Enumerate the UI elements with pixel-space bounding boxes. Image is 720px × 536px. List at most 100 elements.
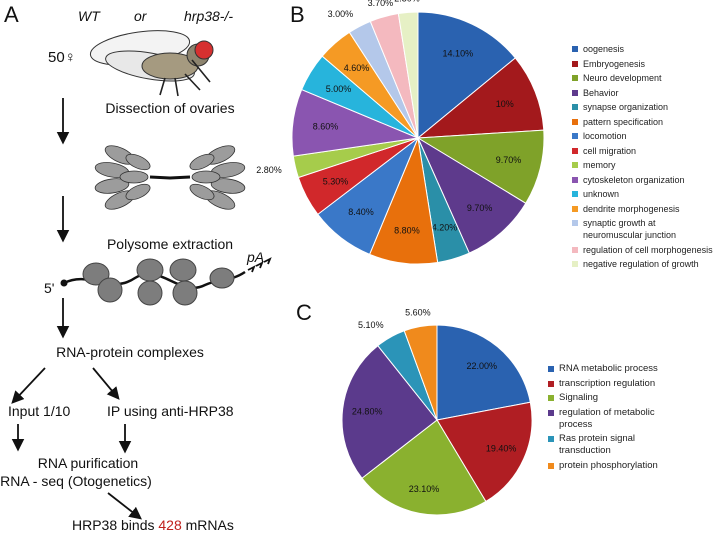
panel-a: A WT or hrp38-/- 50♀ Dissection of ovari… (0, 2, 272, 533)
legend-swatch (548, 409, 554, 416)
legend-item: cell migration (572, 145, 717, 157)
value-label: 24.80% (352, 407, 383, 417)
pie-slice (436, 324, 531, 421)
legend-swatch (572, 89, 578, 96)
legend-label: Neuro development (583, 73, 662, 83)
ovaries-icon (94, 145, 246, 210)
value-label: 8.80% (394, 226, 420, 236)
value-label: 5.30% (323, 176, 349, 186)
legend-item: synaptic growth at neuromuscular junctio… (572, 217, 717, 241)
legend-item: pattern specification (572, 116, 717, 128)
legend-label: Embryogenesis (583, 58, 646, 69)
value-label: 2.80% (256, 165, 282, 175)
legend-item: synapse organization (572, 101, 717, 113)
value-label: 8.60% (313, 121, 339, 131)
fly-count: 50♀ (48, 49, 76, 66)
polysome-icon (60, 257, 272, 306)
legend-label: Behavior (583, 87, 619, 98)
genotype: WT (78, 8, 101, 24)
result-count: 428 (158, 517, 182, 533)
pie-slice (403, 324, 438, 421)
genotype: hrp38-/- (184, 8, 233, 24)
legend: RNA metabolic process transcription regul… (548, 363, 673, 474)
value-label: 10% (496, 99, 514, 109)
legend-swatch (572, 104, 578, 110)
legend-item: Neuro development (572, 72, 717, 84)
pie-slice (397, 11, 419, 139)
legend-label: regulation of metabolic process (559, 406, 655, 430)
value-label: 8.40% (348, 207, 374, 217)
legend-label: Signaling (559, 392, 599, 403)
result: HRP38 binds 428 mRNAs (72, 517, 234, 533)
value-label: 5.10% (358, 320, 384, 330)
strand-end: 5' (44, 280, 54, 296)
pie-slice (436, 401, 533, 503)
connector: or (134, 8, 148, 24)
step-label: Dissection of ovaries (105, 100, 234, 116)
legend-item: Ras protein signal transduction (548, 433, 673, 457)
legend-item: unknown (572, 188, 717, 200)
panel-label: B (290, 2, 305, 27)
legend-label: cell migration (583, 145, 637, 156)
pies: 14.10% 10% 9.70% 9.70% 4.20% 8.80% 8.40% 5.30% 2… (256, 0, 545, 516)
value-label: 23.10% (409, 484, 440, 494)
step-label: Polysome extraction (107, 236, 233, 252)
legend-swatch (572, 176, 578, 183)
legend-swatch (548, 395, 554, 401)
legend-item: protein phosphorylation (548, 460, 673, 472)
legend-swatch (572, 261, 578, 267)
legend-label: negative regulation of growth (583, 259, 699, 269)
legend-swatch (572, 46, 578, 52)
pie-slice (416, 57, 545, 139)
value-label: 5.00% (326, 84, 352, 94)
legend-label: synapse organization (583, 102, 669, 112)
legend-swatch (572, 246, 578, 253)
legend-swatch (572, 220, 578, 226)
pie-slice (416, 129, 545, 204)
poly-a: pA (246, 249, 264, 265)
legend-item: memory (572, 159, 717, 171)
result-text: mRNAs (186, 517, 234, 533)
legend-label: memory (583, 160, 616, 170)
legend-item: dendrite morphogenesis (572, 203, 717, 215)
value-label: 5.60% (405, 308, 431, 318)
step-label: RNA - seq (Otogenetics) (0, 473, 152, 489)
panel-label: A (4, 2, 19, 27)
legend-item: locomotion (572, 130, 717, 142)
step-label: RNA-protein complexes (56, 344, 204, 360)
legend-label: protein phosphorylation (559, 459, 658, 471)
panel-label: C (296, 300, 312, 325)
legend: oogenesis Embryogenesis Neuro development B… (572, 43, 717, 273)
legend-swatch (572, 75, 578, 81)
branch-label: IP using anti-HRP38 (107, 403, 234, 419)
legend-item: regulation of metabolic process (548, 407, 673, 431)
legend-label: transcription regulation (559, 377, 656, 389)
legend-label: RNA metabolic process (559, 363, 658, 374)
legend-label: dendrite morphogenesis (583, 203, 680, 214)
legend-label: pattern specification (583, 116, 664, 127)
legend-swatch (572, 133, 578, 139)
legend-label: Ras protein signal transduction (559, 433, 636, 456)
legend-item: Signaling (548, 392, 673, 404)
legend-item: Embryogenesis (572, 58, 717, 70)
value-label: 3.00% (328, 9, 354, 19)
value-label: 14.10% (443, 49, 474, 59)
value-label: 22.00% (467, 361, 498, 371)
legend-label: locomotion (583, 131, 627, 141)
fly-icon (89, 30, 214, 97)
step-label: RNA purification (38, 455, 138, 471)
value-label: 2.50% (394, 0, 420, 3)
legend-item: oogenesis (572, 43, 717, 55)
legend-item: RNA metabolic process (548, 363, 673, 375)
pie-slice (341, 344, 438, 479)
legend-swatch (572, 162, 578, 168)
legend-item: cytoskeleton organization (572, 174, 717, 186)
legend-label: oogenesis (583, 44, 625, 54)
legend-swatch (572, 118, 578, 125)
legend-swatch (548, 436, 554, 442)
legend-label: regulation of cell morphogenesis (583, 244, 713, 255)
legend-label: synaptic growth at neuromuscular junctio… (583, 218, 677, 240)
pie-slice (361, 419, 487, 516)
pie-slice (416, 136, 527, 254)
